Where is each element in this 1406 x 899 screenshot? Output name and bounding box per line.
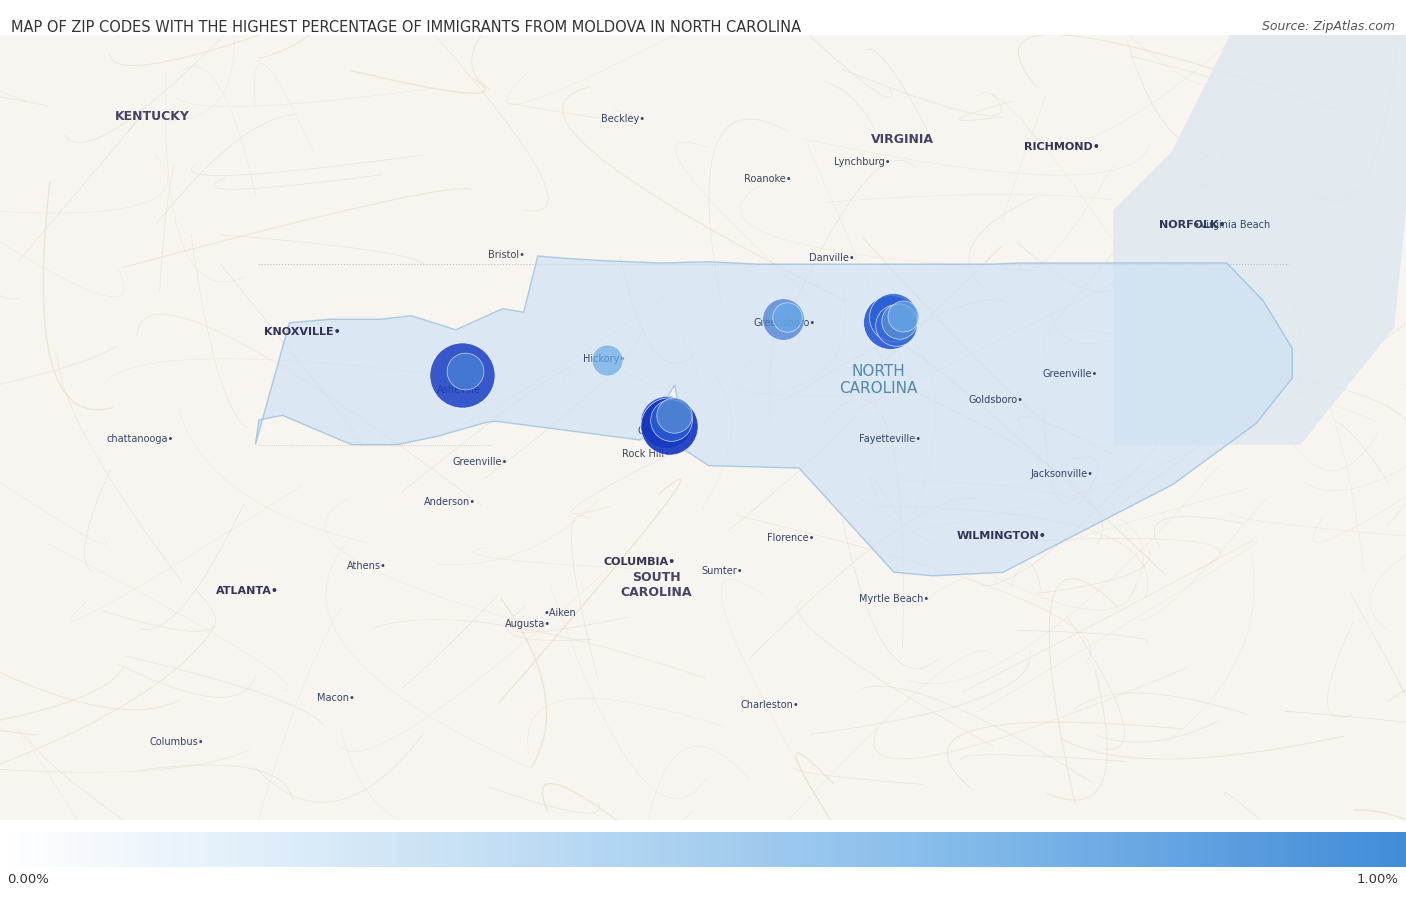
Text: Lynchburg•: Lynchburg•: [834, 157, 890, 167]
Point: [882, 310, 904, 325]
Text: MAP OF ZIP CODES WITH THE HIGHEST PERCENTAGE OF IMMIGRANTS FROM MOLDOVA IN NORTH: MAP OF ZIP CODES WITH THE HIGHEST PERCEN…: [11, 20, 801, 35]
Text: Myrtle Beach•: Myrtle Beach•: [859, 594, 929, 604]
Point: [451, 368, 474, 382]
Point: [889, 314, 911, 328]
Text: Bristol•: Bristol•: [488, 250, 524, 260]
Text: Athens•: Athens•: [347, 562, 387, 572]
Point: [884, 317, 907, 332]
Point: [662, 408, 685, 423]
Text: Charleston•: Charleston•: [741, 699, 799, 709]
Text: Sumter•: Sumter•: [702, 566, 742, 576]
Text: ATLANTA•: ATLANTA•: [215, 586, 278, 596]
Text: Jacksonville•: Jacksonville•: [1031, 469, 1092, 479]
Text: chattanooga•: chattanooga•: [107, 433, 174, 444]
Text: KENTUCKY: KENTUCKY: [115, 110, 190, 123]
Text: KNOXVILLE•: KNOXVILLE•: [264, 327, 340, 337]
Point: [658, 419, 681, 433]
Point: [659, 413, 682, 427]
Text: Macon•: Macon•: [318, 693, 356, 703]
Point: [596, 353, 619, 368]
Text: RICHMOND•: RICHMOND•: [1024, 142, 1099, 152]
Point: [657, 405, 679, 419]
Text: Greenville•: Greenville•: [453, 458, 508, 467]
Point: [772, 312, 794, 326]
Point: [776, 310, 799, 325]
Text: Beckley•: Beckley•: [602, 114, 645, 124]
Text: Greenville•: Greenville•: [1042, 369, 1098, 379]
Text: NORFOLK•: NORFOLK•: [1160, 220, 1226, 230]
Text: Asheville: Asheville: [437, 385, 481, 395]
Text: Rock Hill•: Rock Hill•: [621, 449, 669, 459]
Text: Columbus•: Columbus•: [149, 737, 204, 747]
Text: 0.00%: 0.00%: [7, 874, 49, 886]
Text: NORTH
CAROLINA: NORTH CAROLINA: [839, 364, 918, 396]
Polygon shape: [1114, 34, 1406, 445]
Text: Fayetteville•: Fayetteville•: [859, 433, 921, 444]
Text: Source: ZipAtlas.com: Source: ZipAtlas.com: [1261, 20, 1395, 32]
Text: 1.00%: 1.00%: [1357, 874, 1399, 886]
Text: Goldsboro•: Goldsboro•: [969, 395, 1024, 405]
Text: Danville•: Danville•: [808, 254, 855, 263]
Point: [879, 315, 901, 329]
Text: Greensboro•: Greensboro•: [754, 317, 815, 328]
Point: [891, 308, 914, 323]
Text: Anderson•: Anderson•: [423, 497, 477, 507]
Text: Hickory•: Hickory•: [583, 354, 626, 364]
Text: VIRGINIA: VIRGINIA: [870, 133, 934, 147]
Point: [654, 414, 676, 429]
Text: SOUTH
CAROLINA: SOUTH CAROLINA: [620, 571, 692, 600]
Text: •Virginia Beach: •Virginia Beach: [1195, 220, 1271, 230]
Point: [652, 410, 675, 424]
Text: Augusta•: Augusta•: [505, 619, 551, 629]
Text: WILMINGTON•: WILMINGTON•: [957, 531, 1046, 541]
Text: Charlotte•: Charlotte•: [637, 425, 689, 435]
Point: [454, 363, 477, 378]
Polygon shape: [256, 256, 1292, 576]
Text: COLUMBIA•: COLUMBIA•: [603, 556, 676, 566]
Text: •Aiken: •Aiken: [544, 609, 576, 619]
Text: Roanoke•: Roanoke•: [744, 174, 792, 183]
Text: Florence•: Florence•: [768, 533, 814, 543]
